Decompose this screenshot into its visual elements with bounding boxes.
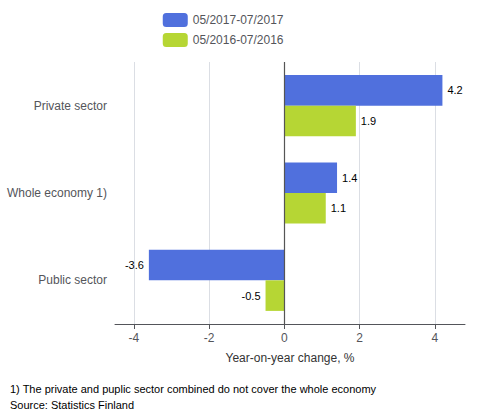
svg-text:Whole economy 1): Whole economy 1) (7, 186, 107, 200)
svg-text:Public sector: Public sector (38, 273, 107, 287)
svg-text:05/2017-07/2017: 05/2017-07/2017 (193, 13, 284, 27)
svg-text:-2: -2 (204, 331, 215, 345)
svg-text:0: 0 (281, 331, 288, 345)
svg-text:4: 4 (432, 331, 439, 345)
svg-text:-3.6: -3.6 (125, 259, 144, 271)
svg-text:-4: -4 (128, 331, 139, 345)
svg-text:1) The private and puplic sect: 1) The private and puplic sector combine… (10, 383, 377, 395)
svg-text:1.1: 1.1 (331, 202, 346, 214)
svg-text:Source: Statistics Finland: Source: Statistics Finland (10, 399, 134, 411)
svg-text:Private sector: Private sector (34, 99, 107, 113)
svg-text:4.2: 4.2 (447, 84, 462, 96)
svg-text:1.4: 1.4 (342, 172, 357, 184)
svg-text:1.9: 1.9 (361, 115, 376, 127)
svg-text:05/2016-07/2016: 05/2016-07/2016 (193, 33, 284, 47)
svg-text:2: 2 (356, 331, 363, 345)
svg-text:Year-on-year change, %: Year-on-year change, % (226, 351, 355, 365)
svg-text:-0.5: -0.5 (242, 290, 261, 302)
